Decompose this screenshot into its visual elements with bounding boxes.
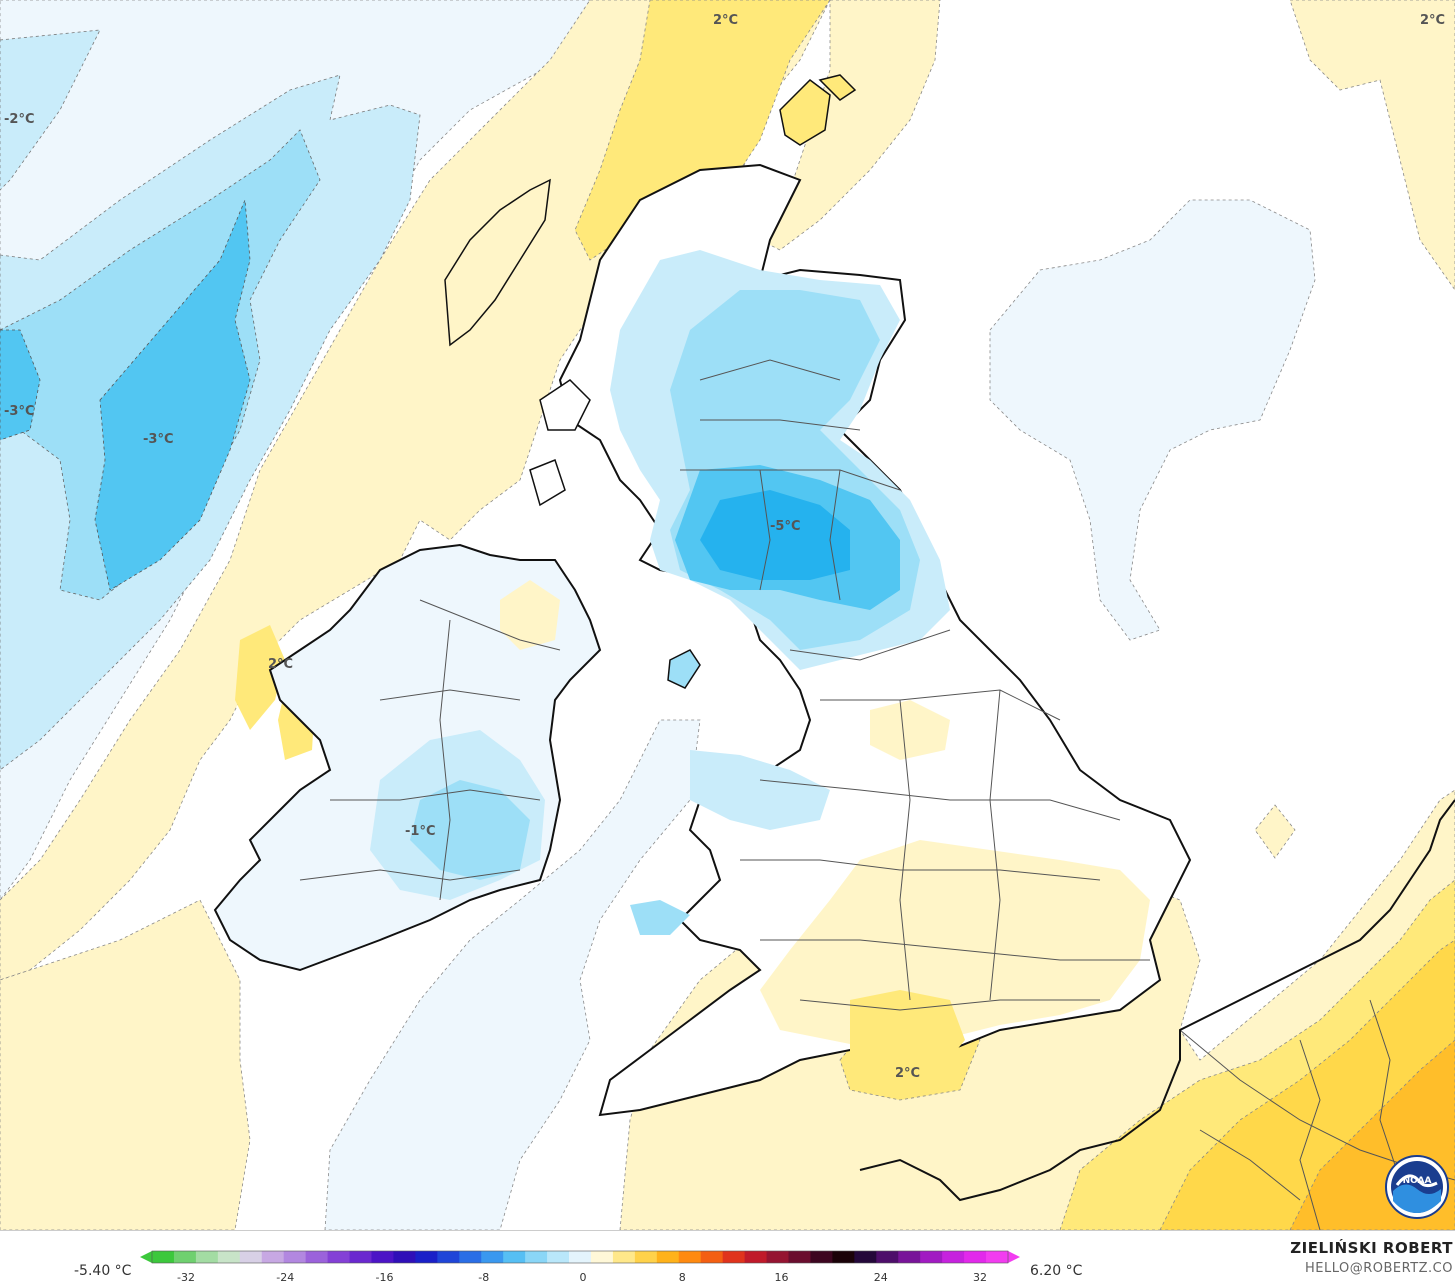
colorbar-segment <box>612 1251 636 1263</box>
contour-label-ireland: -1°C <box>405 824 435 839</box>
pale-blue-zone-north-sea <box>989 199 1316 641</box>
colorbar-segment <box>744 1251 768 1263</box>
colorbar-segment <box>305 1251 329 1263</box>
colorbar-segment <box>788 1251 811 1263</box>
colorbar-segment <box>503 1251 526 1263</box>
colorbar-border <box>151 1250 1009 1264</box>
noaa-logo: NOAA <box>1385 1155 1449 1219</box>
outer-hebrides <box>444 178 551 347</box>
colorbar-segment <box>283 1251 307 1263</box>
colorbar-segment <box>656 1251 680 1263</box>
colorbar-segment <box>986 1251 1009 1263</box>
colorbar-segment <box>152 1251 175 1263</box>
colorbar-tick-label: -16 <box>376 1271 394 1284</box>
contour-label-northwest: -2°C <box>4 112 34 127</box>
contour-label-west-ireland: 2°C <box>268 657 293 672</box>
colorbar-segment <box>327 1251 351 1263</box>
colorbar-segment <box>415 1251 438 1263</box>
colorbar-segment <box>942 1251 965 1263</box>
colorbar-segment <box>810 1251 833 1263</box>
colorbar-segment <box>854 1251 877 1263</box>
colorbar-segment <box>876 1251 899 1263</box>
england-south-gold <box>850 990 965 1075</box>
wales-cold-zone <box>690 750 830 830</box>
colorbar-segment <box>437 1251 460 1263</box>
scotland-deep-cold-zone <box>700 490 850 580</box>
gold-patch-west-ireland <box>235 625 285 730</box>
colorbar-min-label: -5.40 °C <box>74 1263 132 1279</box>
author-credit: ZIELIŃSKI ROBERT HELLO@ROBERTZ.CO <box>1290 1239 1453 1276</box>
colorbar-segment <box>371 1251 394 1263</box>
yellow-zone-northeast <box>1289 0 1455 291</box>
colorbar-segment <box>920 1251 943 1263</box>
colorbar-segment <box>481 1251 504 1263</box>
colorbar-arrow-right <box>1008 1251 1020 1263</box>
colorbar: -32 -24 -16 -8 0 8 16 24 32 <box>140 1250 1020 1284</box>
legend-footer: -5.40 °C -32 -24 -16 -8 0 8 16 24 32 6.20 °C ZIE… <box>0 1230 1455 1288</box>
colorbar-tick-label: -24 <box>276 1271 294 1284</box>
contour-label-scotland: -5°C <box>770 519 800 534</box>
credit-name: ZIELIŃSKI ROBERT <box>1290 1239 1453 1257</box>
yellow-zone-southwest-atlantic <box>0 899 251 1230</box>
colorbar-segment <box>634 1251 658 1263</box>
england-midlands-yellow <box>870 700 950 760</box>
strong-blue-zone-atlantic <box>0 199 251 591</box>
colorbar-segment <box>393 1251 416 1263</box>
colorbar-arrow-left <box>140 1251 152 1263</box>
cornwall-cold-patch <box>630 900 690 935</box>
contour-label-south: 2°C <box>895 1066 920 1081</box>
colorbar-segment <box>239 1251 263 1263</box>
colorbar-segment <box>590 1251 614 1263</box>
colorbar-max-label: 6.20 °C <box>1030 1263 1083 1279</box>
colorbar-segment <box>261 1251 285 1263</box>
england-yellow-zone <box>760 840 1150 1050</box>
ireland-cold-core-inner <box>410 780 530 880</box>
colorbar-segment <box>547 1251 570 1263</box>
colorbar-segment <box>525 1251 548 1263</box>
colorbar-segment <box>832 1251 855 1263</box>
colorbar-tick-label: 24 <box>874 1271 888 1284</box>
colorbar-segment <box>722 1251 746 1263</box>
temperature-map: 2°C 2°C -2°C -3°C -3°C -5°C 2°C -1°C 2°C <box>0 0 1455 1230</box>
colorbar-segment <box>964 1251 987 1263</box>
colorbar-tick-label: 32 <box>973 1271 987 1284</box>
contour-label-west-edge: -3°C <box>4 404 34 419</box>
noaa-logo-text: NOAA <box>1403 1176 1432 1186</box>
colorbar-segment <box>569 1251 592 1263</box>
northern-ireland-yellow <box>500 580 560 650</box>
credit-email: HELLO@ROBERTZ.CO <box>1304 1261 1453 1276</box>
contour-label-north: 2°C <box>713 13 738 28</box>
colorbar-segment <box>173 1251 197 1263</box>
colorbar-tick-label: -8 <box>478 1271 489 1284</box>
colorbar-segment <box>195 1251 219 1263</box>
orkney-shetland-islands <box>779 74 857 146</box>
contour-label-atlantic: -3°C <box>143 432 173 447</box>
colorbar-segment <box>700 1251 724 1263</box>
colorbar-segment <box>678 1251 702 1263</box>
colorbar-segment <box>459 1251 482 1263</box>
continental-coastline <box>859 799 1455 1202</box>
colorbar-tick-label: -32 <box>177 1271 195 1284</box>
colorbar-tick-label: 16 <box>775 1271 789 1284</box>
yellow-diamond-north-sea <box>1254 804 1296 859</box>
colorbar-segment <box>349 1251 372 1263</box>
pale-blue-zone-southwest <box>324 719 701 1230</box>
isle-of-man <box>667 649 701 689</box>
contour-label-northeast: 2°C <box>1420 13 1445 28</box>
county-borders <box>299 359 1150 1011</box>
colorbar-segment <box>766 1251 790 1263</box>
inner-hebrides <box>529 379 591 507</box>
colorbar-segment <box>217 1251 241 1263</box>
colorbar-tick-label: 8 <box>679 1271 686 1284</box>
colorbar-segment <box>898 1251 921 1263</box>
colorbar-tick-label: 0 <box>580 1271 587 1284</box>
yellow-zone-norwegian-sea <box>759 0 941 251</box>
